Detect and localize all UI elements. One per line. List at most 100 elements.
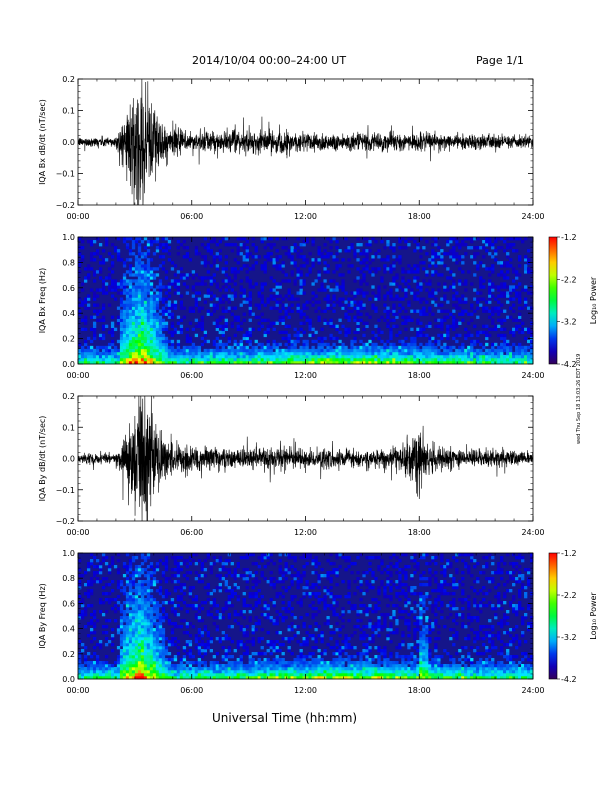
spectrogram-cell: [212, 255, 216, 259]
spectrogram-cell: [146, 330, 151, 335]
spectrogram-cell: [197, 306, 202, 310]
spectrogram-cell: [224, 568, 228, 572]
spectrogram-cell: [281, 580, 285, 584]
spectrogram-cell: [347, 264, 351, 268]
spectrogram-cell: [92, 309, 97, 313]
spectrogram-cell: [407, 243, 411, 247]
spectrogram-cell: [422, 267, 426, 271]
spectrogram-cell: [78, 246, 82, 250]
spectrogram-cell: [353, 306, 357, 310]
spectrogram-cell: [119, 315, 124, 319]
spectrogram-cell: [131, 309, 136, 313]
spectrogram-cell: [392, 351, 396, 356]
spectrogram-cell: [119, 661, 124, 665]
spectrogram-cell: [134, 616, 139, 620]
spectrogram-cell: [167, 664, 172, 668]
spectrogram-cell: [431, 294, 435, 298]
spectrogram-cell: [155, 607, 160, 611]
spectrogram-cell: [356, 249, 360, 253]
spectrogram-cell: [266, 258, 270, 262]
spectrogram-cell: [251, 652, 255, 656]
spectrogram-cell: [272, 261, 276, 265]
spectrogram-cell: [170, 306, 175, 310]
spectrogram-cell: [437, 354, 441, 359]
spectrogram-cell: [407, 351, 411, 356]
spectrogram-cell: [125, 583, 130, 587]
spectrogram-cell: [392, 309, 396, 313]
spectrogram-cell: [143, 306, 148, 310]
spectrogram-cell: [434, 297, 438, 301]
spectrogram-cell: [146, 273, 151, 277]
spectrogram-cell: [530, 357, 534, 362]
spectrogram-cell: [161, 601, 166, 605]
spectrogram-cell: [530, 339, 534, 344]
spectrogram-cell: [293, 673, 297, 677]
spectrogram-cell: [449, 357, 453, 362]
spectrogram-cell: [158, 613, 163, 617]
spectrogram-cell: [122, 306, 127, 310]
spectrogram-cell: [164, 354, 169, 359]
spectrogram-cell: [275, 664, 279, 668]
spectrogram-cell: [143, 622, 148, 626]
spectrogram-cell: [152, 318, 157, 322]
spectrogram-cell: [512, 327, 516, 332]
spectrogram-cell: [134, 261, 139, 265]
spectrogram-cell: [143, 348, 148, 353]
spectrogram-cell: [443, 288, 447, 292]
spectrogram-cell: [149, 240, 154, 244]
spectrogram-cell: [509, 315, 513, 319]
spectrogram-cell: [122, 673, 127, 677]
spectrogram-cell: [356, 312, 360, 316]
spectrogram-cell: [200, 634, 205, 638]
spectrogram-cell: [467, 354, 471, 359]
spectrogram-cell: [296, 306, 300, 310]
spectrogram-cell: [437, 342, 441, 347]
spectrogram-cell: [278, 285, 282, 289]
spectrogram-cell: [524, 285, 528, 289]
spectrogram-cell: [302, 625, 306, 629]
spectrogram-cell: [194, 604, 199, 608]
spectrogram-cell: [134, 288, 139, 292]
spectrogram-cell: [497, 309, 501, 313]
spectrogram-cell: [281, 667, 285, 671]
spectrogram-cell: [197, 276, 202, 280]
spectrogram-cell: [134, 264, 139, 268]
spectrogram-cell: [269, 357, 273, 362]
spectrogram-cell: [89, 345, 94, 350]
spectrogram-cell: [155, 667, 160, 671]
spectrogram-cell: [173, 667, 178, 671]
spectrogram-cell: [122, 315, 127, 319]
spectrogram-cell: [329, 354, 333, 359]
spectrogram-cell: [92, 565, 97, 569]
spectrogram-cell: [200, 568, 205, 572]
spectrogram-cell: [251, 285, 255, 289]
spectrogram-cell: [197, 637, 202, 641]
spectrogram-cell: [146, 574, 151, 578]
spectrogram-cell: [122, 318, 127, 322]
spectrogram-cell: [146, 634, 151, 638]
spectrogram-cell: [446, 336, 450, 341]
spectrogram-cell: [140, 294, 145, 298]
spectrogram-cell: [227, 613, 231, 617]
spectrogram-cell: [137, 670, 142, 674]
spectrogram-cell: [101, 303, 106, 307]
spectrogram-cell: [131, 556, 136, 560]
spectrogram-cell: [329, 321, 333, 325]
spectrogram-cell: [149, 273, 154, 277]
spectrogram-cell: [206, 670, 211, 674]
spectrogram-cell: [152, 357, 157, 362]
spectrogram-cell: [422, 327, 426, 332]
spectrogram-cell: [113, 345, 118, 350]
spectrogram-cell: [503, 291, 507, 295]
spectrogram-cell: [167, 592, 172, 596]
spectrogram-cell: [215, 667, 219, 671]
spectrogram-cell: [347, 360, 351, 365]
spectrogram-cell: [500, 303, 504, 307]
spectrogram-cell: [512, 360, 516, 365]
spectrogram-cell: [233, 586, 237, 590]
spectrogram-cell: [296, 670, 300, 674]
spectrogram-cell: [260, 267, 264, 271]
spectrogram-cell: [89, 583, 94, 587]
spectrogram-cell: [434, 357, 438, 362]
spectrogram-cell: [167, 670, 172, 674]
